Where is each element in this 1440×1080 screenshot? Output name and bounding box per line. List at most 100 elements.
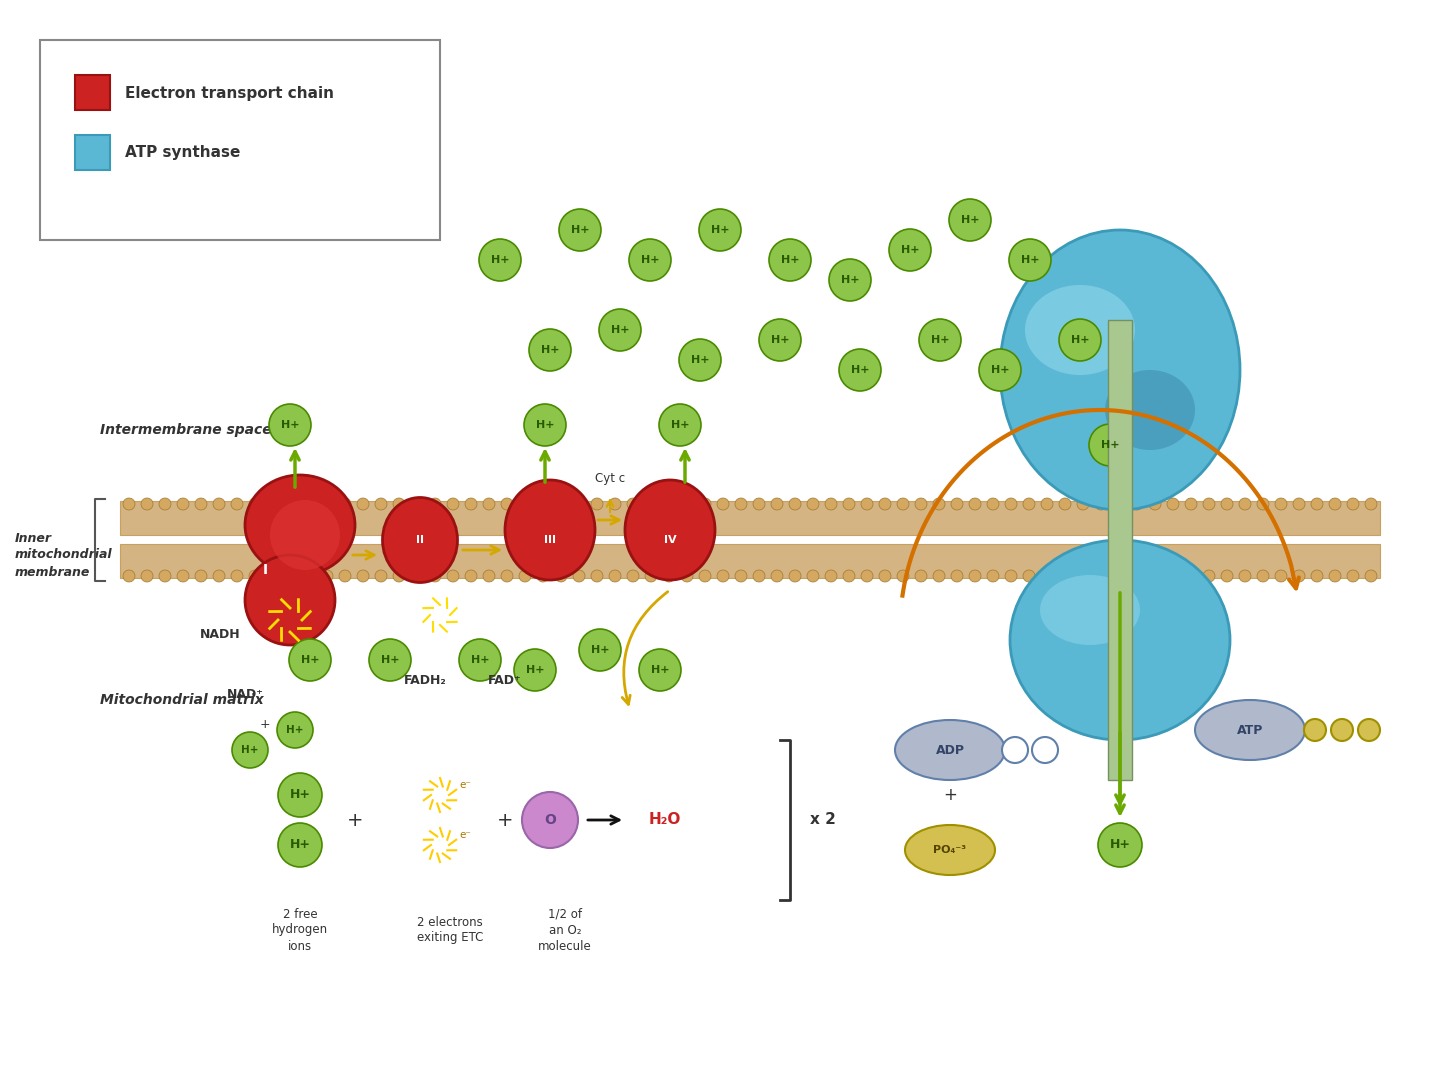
Text: +: +: [347, 810, 363, 829]
Ellipse shape: [1009, 540, 1230, 740]
Circle shape: [528, 329, 572, 372]
Circle shape: [645, 570, 657, 582]
Text: +: +: [497, 810, 513, 829]
Circle shape: [374, 498, 387, 510]
Circle shape: [278, 823, 323, 867]
Circle shape: [573, 498, 585, 510]
Circle shape: [888, 229, 932, 271]
Circle shape: [950, 498, 963, 510]
Text: H+: H+: [526, 665, 544, 675]
Circle shape: [573, 570, 585, 582]
Circle shape: [158, 498, 171, 510]
Circle shape: [369, 639, 410, 681]
Circle shape: [759, 319, 801, 361]
Text: H+: H+: [301, 654, 320, 665]
Circle shape: [626, 570, 639, 582]
Circle shape: [465, 498, 477, 510]
Circle shape: [266, 498, 279, 510]
Circle shape: [1221, 570, 1233, 582]
Text: +: +: [259, 718, 271, 731]
Circle shape: [969, 498, 981, 510]
Circle shape: [734, 570, 747, 582]
Text: H+: H+: [780, 255, 799, 265]
Circle shape: [770, 498, 783, 510]
Circle shape: [1041, 570, 1053, 582]
Text: ADP: ADP: [936, 743, 965, 756]
Circle shape: [158, 570, 171, 582]
Circle shape: [1149, 498, 1161, 510]
FancyBboxPatch shape: [75, 75, 109, 110]
Text: Mitochondrial matrix: Mitochondrial matrix: [99, 693, 264, 707]
Circle shape: [1058, 570, 1071, 582]
Circle shape: [662, 570, 675, 582]
Circle shape: [269, 404, 311, 446]
Circle shape: [321, 498, 333, 510]
Text: H+: H+: [611, 325, 629, 335]
Ellipse shape: [245, 555, 336, 645]
Circle shape: [861, 570, 873, 582]
Text: H₂O: H₂O: [649, 812, 681, 827]
Text: H+: H+: [570, 225, 589, 235]
Circle shape: [249, 570, 261, 582]
Circle shape: [933, 498, 945, 510]
Circle shape: [1238, 570, 1251, 582]
Text: H+: H+: [901, 245, 919, 255]
Circle shape: [1185, 498, 1197, 510]
Circle shape: [321, 570, 333, 582]
Circle shape: [537, 570, 549, 582]
Text: H+: H+: [1100, 440, 1119, 450]
Circle shape: [878, 570, 891, 582]
Text: H+: H+: [841, 275, 860, 285]
Circle shape: [753, 570, 765, 582]
Circle shape: [357, 570, 369, 582]
Circle shape: [1166, 498, 1179, 510]
Circle shape: [1089, 424, 1130, 465]
Bar: [120, 501, 1380, 535]
Circle shape: [698, 498, 711, 510]
Circle shape: [177, 498, 189, 510]
Ellipse shape: [1025, 285, 1135, 375]
Text: O: O: [544, 813, 556, 827]
Circle shape: [842, 570, 855, 582]
Circle shape: [266, 570, 279, 582]
Text: H+: H+: [851, 365, 870, 375]
Circle shape: [285, 570, 297, 582]
Circle shape: [609, 498, 621, 510]
Circle shape: [734, 498, 747, 510]
Circle shape: [1130, 498, 1143, 510]
Ellipse shape: [1195, 700, 1305, 760]
Text: H+: H+: [491, 255, 510, 265]
Text: H+: H+: [651, 665, 670, 675]
Circle shape: [986, 570, 999, 582]
Circle shape: [249, 498, 261, 510]
Circle shape: [194, 570, 207, 582]
Text: e⁻: e⁻: [459, 780, 471, 789]
Circle shape: [1305, 719, 1326, 741]
Circle shape: [770, 570, 783, 582]
Text: NADH: NADH: [200, 629, 240, 642]
Ellipse shape: [999, 230, 1240, 510]
Circle shape: [1022, 498, 1035, 510]
Circle shape: [393, 498, 405, 510]
Circle shape: [554, 498, 567, 510]
FancyBboxPatch shape: [75, 135, 109, 170]
Circle shape: [950, 570, 963, 582]
Circle shape: [1094, 498, 1107, 510]
Text: e⁻: e⁻: [459, 831, 471, 840]
Circle shape: [446, 498, 459, 510]
Text: H+: H+: [541, 345, 559, 355]
Circle shape: [919, 319, 960, 361]
FancyBboxPatch shape: [40, 40, 441, 240]
Circle shape: [1094, 570, 1107, 582]
Text: H+: H+: [289, 788, 311, 801]
Circle shape: [338, 570, 351, 582]
Circle shape: [1293, 570, 1305, 582]
Text: ATP synthase: ATP synthase: [125, 146, 240, 161]
Circle shape: [410, 570, 423, 582]
Text: II: II: [416, 535, 423, 545]
Text: H+: H+: [960, 215, 979, 225]
Text: H+: H+: [281, 420, 300, 430]
Circle shape: [230, 498, 243, 510]
Text: Inner
mitochondrial
membrane: Inner mitochondrial membrane: [14, 531, 112, 579]
Circle shape: [1293, 498, 1305, 510]
